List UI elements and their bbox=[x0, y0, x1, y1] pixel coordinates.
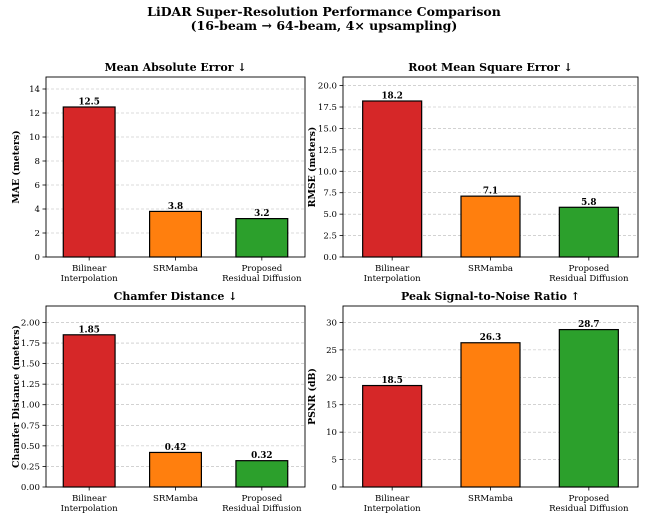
y-tick-label: 20 bbox=[326, 373, 337, 383]
bar-chamfer-1 bbox=[149, 451, 203, 488]
x-tick-label: Bilinear Interpolation bbox=[61, 494, 118, 514]
y-tick-label: 10 bbox=[29, 133, 40, 143]
data-label: 1.85 bbox=[78, 325, 99, 335]
x-tick-label: Proposed Residual Diffusion bbox=[222, 494, 302, 514]
data-label: 3.2 bbox=[254, 209, 269, 219]
x-tick-label: SRMamba bbox=[153, 494, 198, 504]
x-tick-label: Bilinear Interpolation bbox=[364, 494, 421, 514]
bar-rmse-0 bbox=[362, 100, 423, 258]
plot-frame bbox=[342, 305, 639, 488]
chart-title: Root Mean Square Error ↓ bbox=[408, 61, 572, 74]
y-axis-label: MAE (meters) bbox=[11, 130, 22, 203]
y-tick-label: 1.25 bbox=[21, 380, 40, 390]
y-tick-label: 4 bbox=[35, 205, 41, 215]
y-tick-label: 0.0 bbox=[323, 253, 337, 263]
y-tick-label: 0.00 bbox=[21, 483, 40, 493]
y-tick-label: 0.75 bbox=[21, 421, 40, 431]
data-label: 7.1 bbox=[483, 187, 498, 197]
data-label: 0.42 bbox=[165, 443, 186, 453]
data-label: 28.7 bbox=[578, 320, 599, 330]
bar-mae-0 bbox=[62, 106, 116, 258]
x-tick-label: SRMamba bbox=[468, 494, 513, 504]
y-tick-label: 5.0 bbox=[323, 210, 337, 220]
y-tick-label: 1.75 bbox=[21, 339, 40, 349]
chart-chamfer: 1.85 Bilinear Interpolation 0.42 SRMamba 0.32… bbox=[11, 290, 306, 514]
y-tick-label: 5 bbox=[332, 456, 337, 466]
chart-psnr: 18.5 Bilinear Interpolation 26.3 SRMamba 28.7… bbox=[307, 290, 639, 514]
bar-mae-1 bbox=[149, 210, 203, 258]
x-tick-label: Bilinear Interpolation bbox=[364, 264, 421, 284]
y-tick-label: 12.5 bbox=[318, 146, 337, 156]
y-tick-label: 14 bbox=[29, 85, 40, 95]
x-tick-label: SRMamba bbox=[153, 264, 198, 274]
y-tick-label: 0 bbox=[332, 483, 337, 493]
y-tick-label: 10.0 bbox=[318, 167, 337, 177]
y-axis-label: RMSE (meters) bbox=[307, 127, 318, 208]
y-tick-label: 7.5 bbox=[323, 189, 337, 199]
y-tick-label: 2.00 bbox=[21, 318, 40, 328]
chart-mae: 12.5 Bilinear Interpolation 3.8 SRMamba 3.2 Pr… bbox=[11, 61, 306, 284]
chart-title: Chamfer Distance ↓ bbox=[114, 290, 238, 303]
y-tick-label: 15 bbox=[326, 401, 337, 411]
y-tick-label: 0.25 bbox=[21, 462, 40, 472]
data-label: 18.5 bbox=[381, 376, 402, 386]
bar-psnr-0 bbox=[362, 384, 423, 488]
y-tick-label: 15.0 bbox=[318, 124, 337, 134]
y-tick-label: 0 bbox=[35, 253, 40, 263]
y-tick-label: 2 bbox=[35, 229, 40, 239]
y-tick-label: 0.50 bbox=[21, 442, 40, 452]
bar-rmse-2 bbox=[558, 206, 619, 258]
bar-psnr-2 bbox=[558, 328, 619, 488]
bar-psnr-1 bbox=[460, 342, 521, 488]
chart-title: Mean Absolute Error ↓ bbox=[104, 61, 246, 74]
data-label: 3.8 bbox=[168, 202, 183, 212]
y-tick-label: 25 bbox=[326, 346, 337, 356]
y-tick-label: 1.00 bbox=[21, 401, 40, 411]
y-tick-label: 10 bbox=[326, 428, 337, 438]
y-tick-label: 20.0 bbox=[318, 82, 337, 92]
x-tick-label: Proposed Residual Diffusion bbox=[549, 264, 629, 284]
y-tick-label: 12 bbox=[29, 109, 40, 119]
x-tick-label: Proposed Residual Diffusion bbox=[222, 264, 302, 284]
figure-title: LiDAR Super-Resolution Performance Compa… bbox=[147, 4, 501, 19]
y-tick-label: 2.5 bbox=[323, 232, 337, 242]
bar-chamfer-2 bbox=[235, 460, 289, 488]
data-label: 12.5 bbox=[78, 98, 99, 108]
bar-mae-2 bbox=[235, 218, 289, 258]
data-label: 0.32 bbox=[251, 451, 272, 461]
y-tick-label: 8 bbox=[35, 157, 40, 167]
y-axis-label: Chamfer Distance (meters) bbox=[11, 325, 22, 468]
y-axis-label: PSNR (dB) bbox=[307, 368, 318, 425]
figure-subtitle: (16-beam → 64-beam, 4× upsampling) bbox=[191, 18, 458, 33]
plot-frame bbox=[45, 305, 306, 488]
plot-frame bbox=[342, 76, 639, 258]
bar-chamfer-0 bbox=[62, 334, 116, 488]
chart-title: Peak Signal-to-Noise Ratio ↑ bbox=[401, 290, 580, 303]
data-label: 5.8 bbox=[581, 198, 596, 208]
y-tick-label: 30 bbox=[326, 318, 337, 328]
y-tick-label: 1.50 bbox=[21, 360, 40, 370]
data-label: 26.3 bbox=[480, 333, 501, 343]
data-label: 18.2 bbox=[381, 92, 402, 102]
chart-panels: 12.5 Bilinear Interpolation 3.8 SRMamba 3.2 Pr… bbox=[11, 61, 639, 514]
x-tick-label: Bilinear Interpolation bbox=[61, 264, 118, 284]
y-tick-label: 17.5 bbox=[318, 103, 337, 113]
y-tick-label: 6 bbox=[35, 181, 40, 191]
chart-rmse: 18.2 Bilinear Interpolation 7.1 SRMamba 5.8 Pr… bbox=[307, 61, 639, 284]
x-tick-label: SRMamba bbox=[468, 264, 513, 274]
bar-rmse-1 bbox=[460, 195, 521, 258]
plot-frame bbox=[45, 76, 306, 258]
x-tick-label: Proposed Residual Diffusion bbox=[549, 494, 629, 514]
